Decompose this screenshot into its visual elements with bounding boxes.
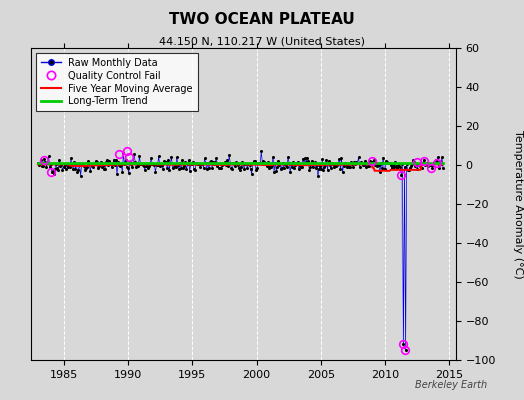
Text: Berkeley Earth: Berkeley Earth bbox=[415, 380, 487, 390]
Text: 44.150 N, 110.217 W (United States): 44.150 N, 110.217 W (United States) bbox=[159, 36, 365, 46]
Legend: Raw Monthly Data, Quality Control Fail, Five Year Moving Average, Long-Term Tren: Raw Monthly Data, Quality Control Fail, … bbox=[36, 53, 198, 111]
Text: TWO OCEAN PLATEAU: TWO OCEAN PLATEAU bbox=[169, 12, 355, 27]
Y-axis label: Temperature Anomaly (°C): Temperature Anomaly (°C) bbox=[512, 130, 522, 278]
